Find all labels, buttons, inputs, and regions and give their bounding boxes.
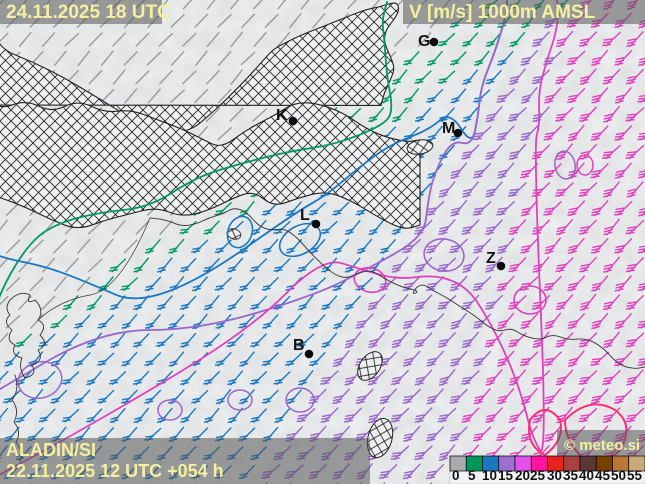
svg-text:50: 50 — [611, 468, 626, 483]
svg-text:45: 45 — [595, 468, 611, 483]
svg-text:ALADIN/SI: ALADIN/SI — [6, 440, 96, 460]
svg-text:B: B — [293, 337, 305, 354]
svg-text:40: 40 — [579, 468, 594, 483]
svg-text:20: 20 — [515, 468, 530, 483]
svg-text:5: 5 — [468, 468, 476, 483]
svg-text:30: 30 — [547, 468, 562, 483]
svg-text:15: 15 — [498, 468, 514, 483]
svg-text:24.11.2025 18 UTC: 24.11.2025 18 UTC — [6, 2, 171, 23]
svg-text:25: 25 — [530, 468, 546, 483]
svg-text:35: 35 — [563, 468, 579, 483]
svg-text:55: 55 — [627, 468, 643, 483]
svg-text:© meteo.si: © meteo.si — [564, 437, 640, 454]
svg-text:G: G — [418, 33, 430, 50]
svg-text:K: K — [276, 107, 288, 124]
svg-text:0: 0 — [452, 468, 460, 483]
svg-text:22.11.2025 12 UTC +054 h: 22.11.2025 12 UTC +054 h — [6, 461, 224, 481]
svg-text:V [m/s] 1000m AMSL: V [m/s] 1000m AMSL — [409, 2, 596, 23]
svg-text:Z: Z — [486, 250, 496, 267]
svg-text:10: 10 — [482, 468, 497, 483]
svg-text:L: L — [300, 207, 310, 224]
svg-text:M: M — [442, 120, 455, 137]
